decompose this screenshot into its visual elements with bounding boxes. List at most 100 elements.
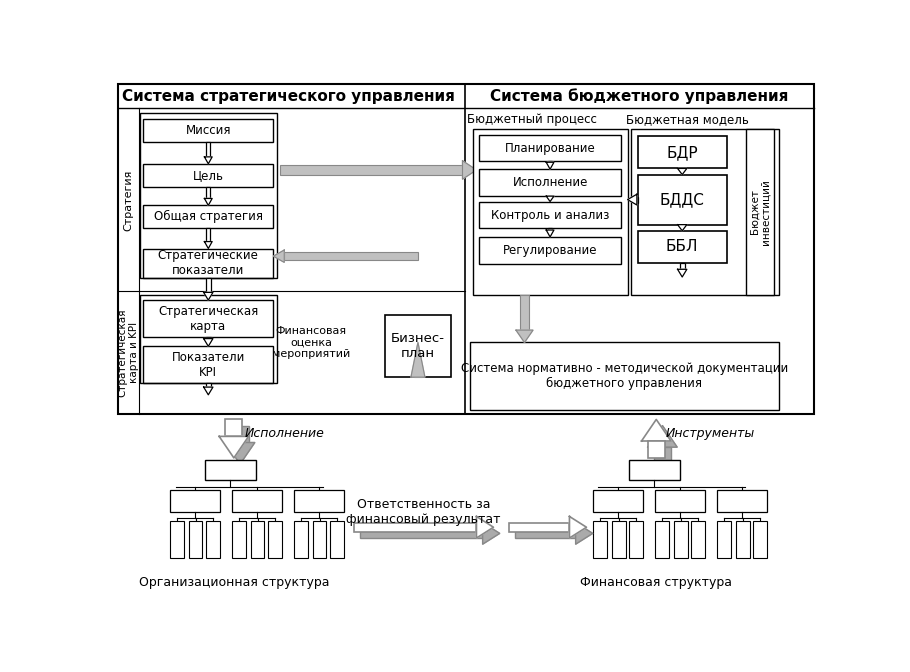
Text: Миссия: Миссия [186, 124, 231, 137]
Bar [140, 113, 277, 278]
Bar [169, 521, 184, 558]
Bar [385, 315, 450, 377]
Text: Бюджет
инвестиций: Бюджет инвестиций [749, 179, 771, 245]
Bar [632, 129, 779, 295]
Polygon shape [462, 161, 477, 179]
Text: Стратегическая
карта и KPI: Стратегическая карта и KPI [117, 308, 139, 396]
Bar [231, 491, 282, 512]
Bar [206, 278, 210, 292]
Polygon shape [219, 436, 248, 458]
Text: Инструменты: Инструменты [666, 427, 755, 439]
Bar [479, 202, 622, 228]
Polygon shape [648, 425, 677, 447]
Polygon shape [678, 269, 687, 277]
Polygon shape [570, 517, 587, 538]
Bar [717, 491, 767, 512]
Text: Финансовая
оценка
мероприятий: Финансовая оценка мероприятий [272, 326, 350, 359]
Bar [207, 142, 210, 157]
Bar [250, 521, 265, 558]
Bar [717, 521, 731, 558]
Polygon shape [546, 196, 554, 202]
Bar [268, 521, 282, 558]
Polygon shape [546, 162, 554, 169]
Text: Бюджетная модель: Бюджетная модель [626, 113, 749, 126]
Bar [231, 425, 248, 443]
Bar [143, 249, 273, 278]
Bar [648, 441, 665, 458]
Bar [638, 230, 727, 263]
Polygon shape [562, 330, 580, 343]
Polygon shape [678, 224, 687, 230]
Text: Планирование: Планирование [505, 142, 595, 155]
Bar [548, 161, 552, 162]
Text: Система стратегического управления: Система стратегического управления [122, 89, 455, 103]
Text: БДР: БДР [666, 144, 698, 160]
Bar [735, 521, 750, 558]
Bar [284, 253, 418, 260]
Bar [753, 521, 767, 558]
Bar [566, 295, 576, 330]
Text: Система нормативно - методической документации
бюджетного управления: Система нормативно - методической докуме… [460, 362, 788, 390]
Polygon shape [482, 523, 500, 544]
Polygon shape [678, 169, 687, 175]
Bar [330, 521, 344, 558]
Text: Система бюджетного управления: Система бюджетного управления [490, 88, 788, 104]
Polygon shape [462, 165, 477, 184]
Bar [520, 295, 529, 330]
Bar [206, 337, 210, 339]
Bar [680, 263, 684, 269]
Bar [470, 343, 779, 410]
Bar [312, 521, 327, 558]
Bar [612, 521, 626, 558]
Bar [188, 521, 203, 558]
Bar [472, 129, 628, 295]
Text: ББЛ: ББЛ [666, 239, 699, 255]
Polygon shape [411, 343, 425, 377]
Bar [360, 529, 482, 538]
Text: Бизнес-
план: Бизнес- план [391, 332, 445, 360]
Polygon shape [642, 419, 671, 441]
Bar [207, 187, 210, 198]
Text: Регулирование: Регулирование [503, 244, 597, 257]
Bar [629, 460, 680, 480]
Text: Цель: Цель [193, 169, 224, 182]
Bar [638, 136, 727, 169]
Bar [654, 447, 671, 464]
Bar [205, 460, 256, 480]
Polygon shape [273, 250, 284, 262]
Bar [169, 491, 220, 512]
Bar [143, 206, 273, 228]
Polygon shape [516, 330, 533, 343]
Bar [143, 346, 273, 383]
Text: Стратегическая
карта: Стратегическая карта [158, 304, 258, 333]
Polygon shape [205, 157, 212, 164]
Polygon shape [477, 517, 493, 538]
Bar [206, 521, 220, 558]
Polygon shape [576, 523, 592, 544]
Polygon shape [204, 387, 213, 395]
Polygon shape [273, 261, 284, 273]
Bar [206, 383, 210, 387]
Text: БДДС: БДДС [660, 192, 704, 207]
Bar [629, 521, 643, 558]
Polygon shape [205, 198, 212, 206]
Bar [143, 119, 273, 142]
Polygon shape [204, 292, 213, 300]
Text: Организационная структура: Организационная структура [138, 576, 329, 589]
Bar [592, 521, 607, 558]
Text: Общая стратегия: Общая стратегия [154, 210, 263, 224]
Text: Исполнение: Исполнение [512, 176, 588, 189]
Bar [294, 521, 308, 558]
Bar [207, 228, 210, 241]
Text: Исполнение: Исполнение [244, 427, 324, 439]
Text: Ответственность за
финансовый результат: Ответственность за финансовый результат [347, 498, 501, 526]
Bar [515, 529, 576, 538]
Bar [592, 491, 643, 512]
Bar [354, 523, 477, 532]
Bar [509, 523, 570, 532]
Bar [479, 237, 622, 264]
Bar [226, 419, 242, 436]
Bar [691, 521, 705, 558]
Bar [673, 521, 688, 558]
Text: Финансовая структура: Финансовая структура [581, 576, 733, 589]
